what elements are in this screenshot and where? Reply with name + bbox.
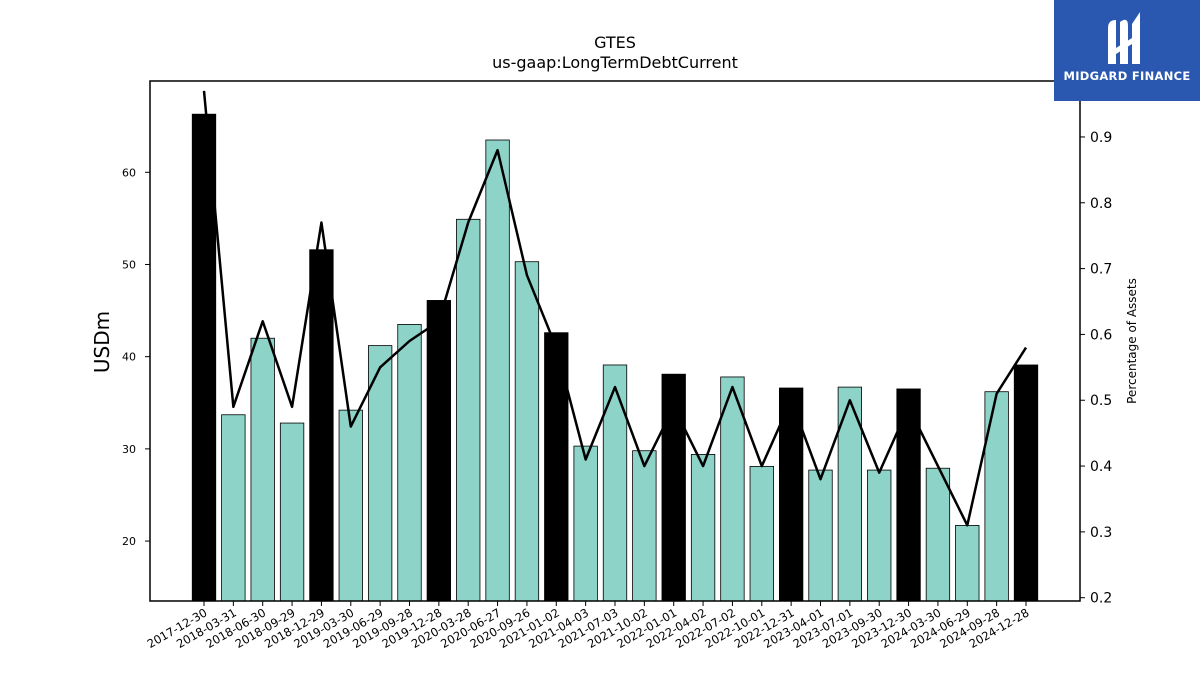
bar-2020-03-28 (456, 218, 481, 602)
bar-2024-09-28 (984, 391, 1009, 602)
bar-2020-09-26 (514, 261, 540, 602)
y2-tick-label: 0.4 (1090, 459, 1112, 475)
y-axis-right: 0.2 0.3 0.4 0.5 0.6 0.7 0.8 0.9 (1080, 130, 1112, 607)
y2-tick-label: 0.6 (1090, 327, 1112, 343)
bar-2018-12-29 (309, 249, 334, 602)
chart-title: GTES (594, 33, 636, 52)
percentage-line (202, 90, 1028, 527)
y2-tick-label: 0.5 (1090, 393, 1112, 409)
y2-tick-label: 0.8 (1090, 196, 1112, 212)
y2-tick-label: 0.2 (1090, 591, 1112, 607)
bar-2020-06-27 (485, 139, 510, 602)
bar-2024-06-29 (955, 524, 980, 602)
bar-2018-09-29 (279, 422, 305, 602)
bar-2022-04-02 (690, 454, 716, 602)
y-tick-label: 60 (122, 166, 136, 179)
bar-2019-09-28 (397, 324, 422, 602)
y-tick-label: 30 (122, 443, 136, 456)
line-group (202, 90, 1028, 527)
logo-mark-icon (1108, 12, 1140, 64)
chart-subtitle: us-gaap:LongTermDebtCurrent (492, 53, 738, 72)
midgard-finance-logo: MIDGARD FINANCE (1054, 0, 1200, 101)
bar-2021-10-02 (632, 450, 657, 602)
bar-2019-12-28 (426, 300, 452, 602)
y2-tick-label: 0.3 (1090, 525, 1112, 541)
logo-text: MIDGARD FINANCE (1063, 69, 1191, 83)
y2-axis-label: Percentage of Assets (1125, 278, 1139, 404)
bar-2021-07-03 (602, 364, 628, 602)
bar-2024-03-30 (925, 467, 951, 602)
bar-2018-03-31 (221, 414, 246, 602)
bar-2023-09-30 (867, 469, 892, 602)
bar-2019-03-30 (338, 409, 363, 602)
y2-tick-label: 0.9 (1090, 130, 1112, 146)
bar-2021-01-02 (544, 332, 569, 602)
x-axis: 2017-12-302018-03-312018-06-302018-09-29… (145, 601, 1032, 651)
y2-tick-label: 0.7 (1090, 262, 1112, 278)
bar-2023-04-01 (808, 469, 833, 602)
bar-2021-04-03 (573, 445, 598, 602)
y-tick-label: 20 (122, 535, 136, 548)
bar-2024-12-28 (1013, 364, 1039, 602)
y-axis-left: 20 30 40 50 60 (122, 166, 150, 548)
y-tick-label: 50 (122, 258, 136, 271)
y-axis-label: USDm (90, 311, 114, 373)
y-tick-label: 40 (122, 351, 136, 364)
bar-2018-06-30 (250, 337, 275, 602)
bar-2022-10-01 (749, 465, 774, 602)
bar-group (191, 113, 1039, 602)
